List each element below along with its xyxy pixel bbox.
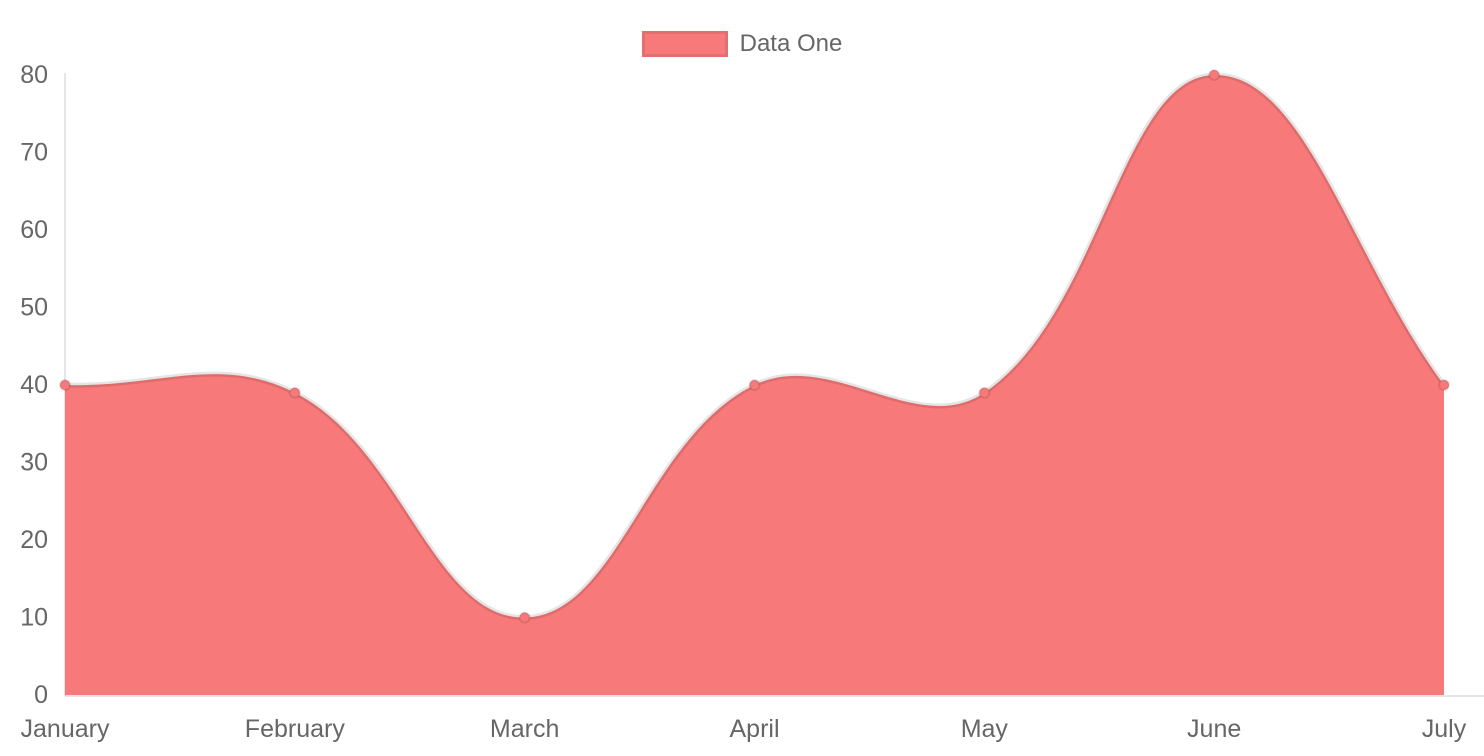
y-tick-label-40: 40 bbox=[20, 371, 48, 399]
x-tick-label-january: January bbox=[21, 715, 110, 743]
y-tick-label-80: 80 bbox=[20, 61, 48, 89]
x-tick-label-march: March bbox=[490, 715, 559, 743]
data-point-january[interactable] bbox=[59, 379, 71, 391]
y-tick-label-0: 0 bbox=[34, 681, 48, 709]
series-line bbox=[62, 72, 1447, 621]
y-tick-label-50: 50 bbox=[20, 294, 48, 322]
x-tick-label-june: June bbox=[1187, 715, 1241, 743]
data-point-may[interactable] bbox=[978, 386, 991, 399]
y-tick-label-20: 20 bbox=[20, 526, 48, 554]
legend[interactable]: Data One bbox=[0, 31, 1484, 57]
x-tick-label-april: April bbox=[729, 715, 779, 743]
y-tick-label-30: 30 bbox=[20, 449, 48, 477]
data-point-june[interactable] bbox=[1208, 69, 1221, 81]
data-point-february[interactable] bbox=[288, 386, 301, 399]
data-point-july[interactable] bbox=[1438, 379, 1450, 391]
y-tick-label-60: 60 bbox=[20, 216, 48, 244]
data-point-march[interactable] bbox=[518, 611, 531, 624]
y-tick-label-10: 10 bbox=[20, 604, 48, 632]
y-tick-label-70: 70 bbox=[20, 139, 48, 167]
x-tick-label-february: February bbox=[245, 715, 346, 743]
x-tick-label-july: July bbox=[1422, 715, 1467, 743]
data-point-april[interactable] bbox=[748, 379, 761, 391]
legend-swatch-icon bbox=[641, 31, 728, 57]
legend-label: Data One bbox=[739, 30, 843, 57]
x-tick-label-may: May bbox=[961, 715, 1009, 743]
series-area-fill bbox=[65, 74, 1444, 696]
